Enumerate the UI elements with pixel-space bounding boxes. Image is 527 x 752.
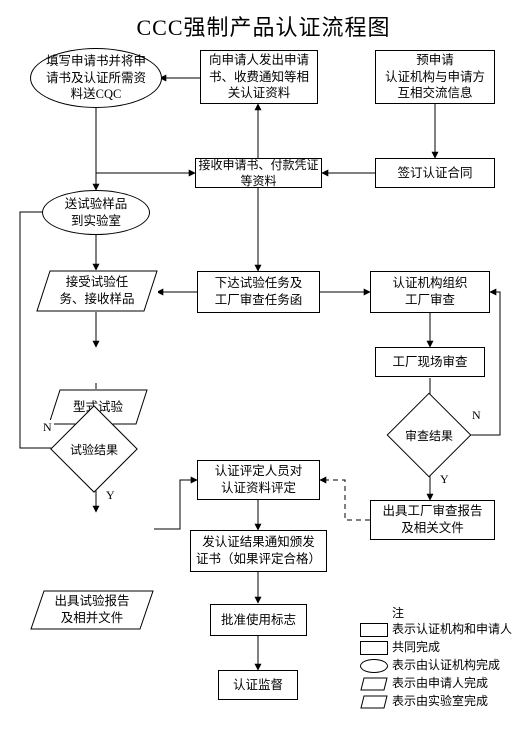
- node-sign-contract: 签订认证合同: [375, 158, 495, 188]
- node-factory-report: 出具工厂审查报告 及相关文件: [370, 500, 495, 540]
- label-test-n: N: [41, 420, 54, 435]
- node-test-result: 试验结果: [63, 418, 125, 480]
- node-send-sample: 送试验样品 到实验室: [42, 190, 150, 235]
- label-audit-y: Y: [438, 472, 451, 487]
- node-receive-test-task: 接受试验任 务、接收样品: [36, 270, 158, 312]
- node-org-factory-audit: 认证机构组织 工厂审查: [370, 271, 490, 313]
- label-test-y: Y: [104, 488, 117, 503]
- node-test-report: 出具试验报告 及相并文件: [30, 590, 154, 630]
- node-receive-application: 接收申请书、付款凭证等资料: [195, 158, 322, 188]
- node-issue-certificate: 发认证结果通知颁发 证书（如果评定合格）: [190, 530, 327, 572]
- node-send-application-docs: 向申请人发出申请书、收费通知等相关认证资料: [200, 50, 318, 104]
- node-approve-mark: 批准使用标志: [210, 604, 307, 636]
- label-audit-n: N: [470, 408, 483, 423]
- node-supervision: 认证监督: [218, 670, 298, 700]
- node-audit-result: 审查结果: [399, 405, 459, 465]
- node-issue-test-task: 下达试验任务及 工厂审查任务函: [197, 271, 320, 313]
- node-fill-application: 填写申请书并将申请书及认证所需资料送CQC: [30, 48, 162, 108]
- node-factory-onsite-audit: 工厂现场审查: [375, 347, 485, 377]
- node-pre-application: 预申请 认证机构与申请方互相交流信息: [375, 50, 495, 104]
- node-cert-review: 认证评定人员对 认证资料评定: [197, 460, 320, 500]
